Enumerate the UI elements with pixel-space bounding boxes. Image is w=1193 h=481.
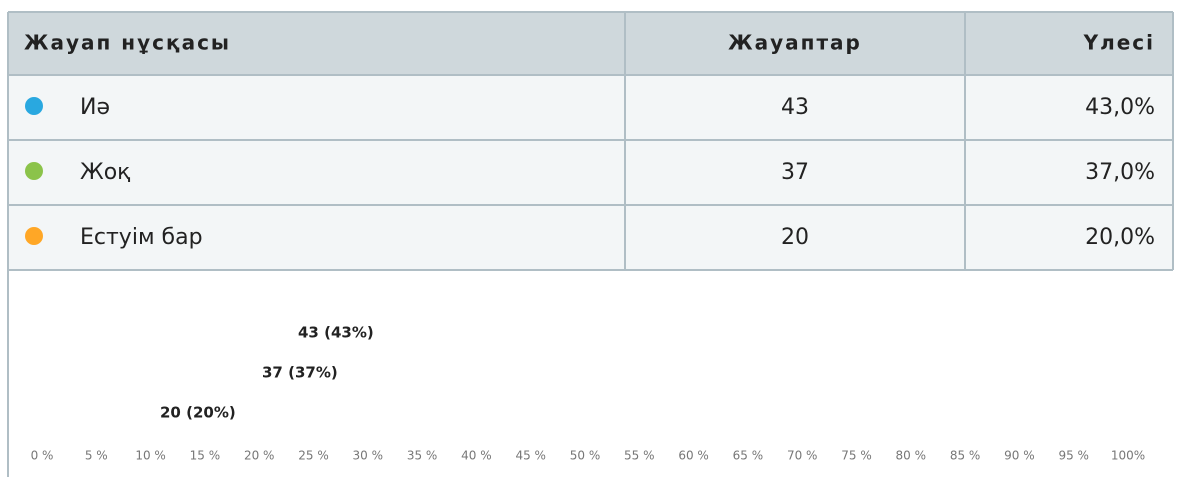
x-tick-label: 100% bbox=[1111, 449, 1145, 463]
x-tick-label: 80 % bbox=[896, 449, 927, 463]
x-tick-label: 45 % bbox=[515, 449, 546, 463]
share-cell: 43,0% bbox=[1085, 95, 1155, 120]
x-tick-label: 95 % bbox=[1058, 449, 1089, 463]
row-dot bbox=[25, 97, 43, 115]
x-tick-label: 20 % bbox=[244, 449, 275, 463]
x-tick-label: 50 % bbox=[570, 449, 601, 463]
x-tick-label: 5 % bbox=[85, 449, 108, 463]
row-dot bbox=[25, 227, 43, 245]
x-tick-label: 0 % bbox=[31, 449, 54, 463]
count-cell: 37 bbox=[781, 160, 809, 185]
x-tick-label: 70 % bbox=[787, 449, 818, 463]
table-borders bbox=[7, 11, 1174, 477]
share-cell: 37,0% bbox=[1085, 160, 1155, 185]
row-dot bbox=[25, 162, 43, 180]
header-cell: Жауап нұсқасы bbox=[24, 31, 231, 55]
x-tick-label: 40 % bbox=[461, 449, 492, 463]
header-row bbox=[8, 12, 1173, 75]
x-tick-label: 65 % bbox=[733, 449, 764, 463]
count-cell: 43 bbox=[781, 95, 809, 120]
x-tick-label: 30 % bbox=[353, 449, 384, 463]
value-label: 43 (43%) bbox=[298, 324, 374, 342]
x-tick-label: 85 % bbox=[950, 449, 981, 463]
option-cell: Иә bbox=[80, 95, 110, 120]
count-cell: 20 bbox=[781, 225, 809, 250]
x-tick-label: 75 % bbox=[841, 449, 872, 463]
x-tick-label: 15 % bbox=[190, 449, 221, 463]
value-label: 37 (37%) bbox=[262, 364, 338, 382]
x-tick-label: 90 % bbox=[1004, 449, 1035, 463]
x-tick-label: 35 % bbox=[407, 449, 438, 463]
option-cell: Жоқ bbox=[80, 160, 130, 185]
header-cell: Үлесі bbox=[1083, 31, 1155, 55]
header-cell: Жауаптар bbox=[728, 31, 862, 55]
x-tick-label: 25 % bbox=[298, 449, 329, 463]
share-cell: 20,0% bbox=[1085, 225, 1155, 250]
rows-bg bbox=[8, 75, 1173, 270]
option-cell: Естуім бар bbox=[80, 225, 203, 250]
value-label: 20 (20%) bbox=[160, 404, 236, 422]
x-tick-label: 60 % bbox=[678, 449, 709, 463]
x-tick-label: 10 % bbox=[135, 449, 166, 463]
x-tick-label: 55 % bbox=[624, 449, 655, 463]
